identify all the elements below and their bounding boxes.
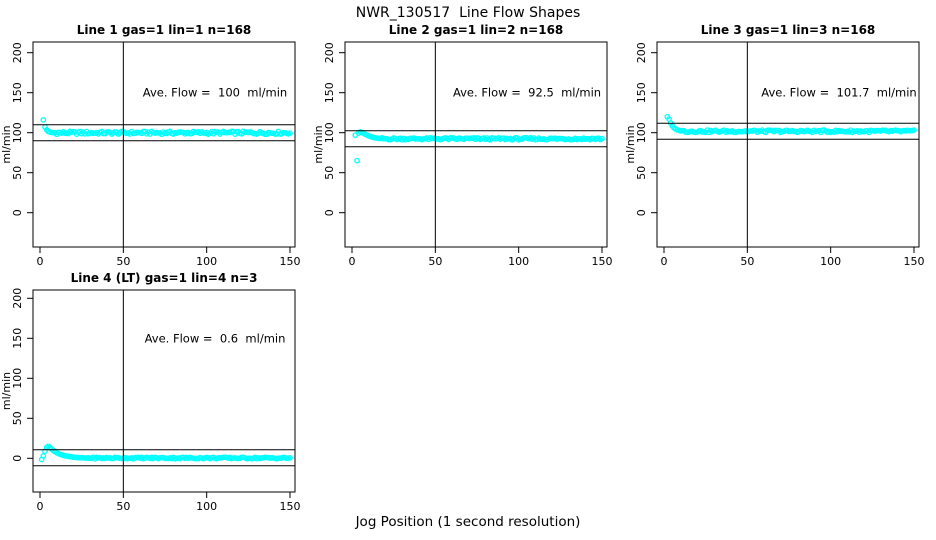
avg-flow-annotation: Ave. Flow = 0.6 ml/min (145, 331, 286, 345)
plot-box (344, 41, 608, 248)
avg-flow-annotation: Ave. Flow = 101.7 ml/min (761, 86, 916, 100)
avg-flow-annotation: Ave. Flow = 92.5 ml/min (453, 86, 601, 100)
data-point (40, 117, 47, 123)
x-tick-label: 50 (116, 500, 130, 513)
subplot-1: 0 50 100 150 0 50 100 150 200 ml/min Line 1 gas=1 … (0, 23, 301, 268)
x-tick-label: 0 (661, 255, 668, 268)
x-tick-label: 0 (349, 255, 356, 268)
data-point (287, 130, 293, 136)
y-tick-label: 200 (323, 42, 336, 63)
x-tick-label: 100 (820, 255, 841, 268)
y-tick-label: 0 (323, 209, 336, 216)
x-tick-label: 0 (37, 255, 44, 268)
y-tick-label: 200 (11, 42, 24, 63)
data-points (664, 113, 917, 136)
x-tick-label: 100 (508, 255, 529, 268)
x-tick-label: 100 (196, 255, 217, 268)
subplot-title: Line 3 gas=1 lin=3 n=168 (701, 23, 876, 37)
figure-title: NWR_130517 Line Flow Shapes (355, 5, 581, 21)
y-tick-label: 150 (11, 328, 24, 349)
subplot-3: 0 50 100 150 0 50 100 150 200 ml/min Line 3 gas=1 … (624, 23, 925, 268)
y-tick-label: 200 (635, 42, 648, 63)
data-point (287, 454, 293, 461)
y-tick-label: 200 (11, 288, 24, 309)
y-tick-label: 0 (635, 209, 648, 216)
y-tick-label: 150 (11, 82, 24, 103)
data-points (40, 117, 293, 138)
y-tick-label: 50 (323, 166, 336, 180)
x-axis-label: Jog Position (1 second resolution) (355, 514, 581, 530)
x-tick-label: 50 (740, 255, 754, 268)
plot-box (32, 289, 296, 493)
y-axis-title: ml/min (0, 125, 13, 163)
y-tick-label: 0 (11, 455, 24, 462)
x-tick-label: 0 (37, 500, 44, 513)
avg-flow-annotation: Ave. Flow = 100 ml/min (143, 86, 287, 100)
x-tick-label: 150 (592, 255, 613, 268)
data-point (599, 135, 605, 142)
x-tick-label: 100 (196, 500, 217, 513)
subplot-title: Line 1 gas=1 lin=1 n=168 (77, 23, 252, 37)
y-tick-label: 100 (323, 122, 336, 143)
x-tick-label: 50 (428, 255, 442, 268)
x-tick-label: 150 (280, 255, 301, 268)
data-points (352, 129, 605, 164)
y-tick-label: 100 (11, 122, 24, 143)
y-tick-label: 0 (11, 209, 24, 216)
data-point (40, 453, 47, 459)
y-tick-label: 100 (635, 122, 648, 143)
data-points (38, 443, 293, 463)
subplot-2: 0 50 100 150 0 50 100 150 200 ml/min Line 2 gas=1 … (312, 23, 613, 268)
y-tick-label: 50 (11, 166, 24, 180)
subplot-title: Line 4 (LT) gas=1 lin=4 n=3 (71, 271, 258, 285)
y-tick-label: 50 (635, 166, 648, 180)
x-tick-label: 50 (116, 255, 130, 268)
plot-box (32, 41, 296, 248)
y-axis-title: ml/min (624, 125, 637, 163)
y-tick-label: 150 (323, 82, 336, 103)
y-tick-label: 50 (11, 411, 24, 425)
y-tick-label: 100 (11, 368, 24, 389)
y-axis-title: ml/min (0, 372, 13, 410)
x-tick-label: 150 (904, 255, 925, 268)
data-point (354, 157, 360, 164)
x-tick-label: 150 (280, 500, 301, 513)
plot-box (656, 41, 920, 248)
y-tick-label: 150 (635, 82, 648, 103)
y-axis-title: ml/min (312, 125, 325, 163)
data-point (911, 127, 917, 133)
subplot-4: 0 50 100 150 0 50 100 150 200 ml/min Line 4 (LT) g… (0, 271, 301, 513)
subplot-title: Line 2 gas=1 lin=2 n=168 (389, 23, 564, 37)
